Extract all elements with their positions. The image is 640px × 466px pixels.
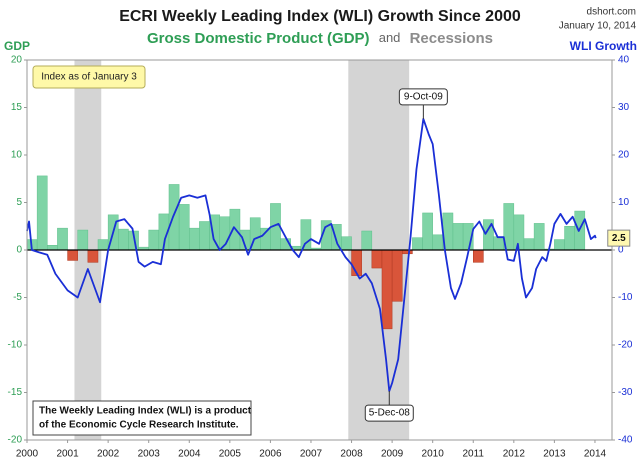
gdp-bar bbox=[452, 223, 464, 251]
gdp-bar bbox=[554, 239, 565, 251]
gdp-bar bbox=[148, 229, 160, 251]
x-tick-label: 2006 bbox=[259, 449, 282, 460]
y2-tick-label: 30 bbox=[618, 102, 630, 113]
gdp-bar bbox=[513, 214, 525, 251]
gdp-bar bbox=[300, 219, 312, 251]
gdp-bar bbox=[199, 221, 210, 251]
x-tick-label: 2010 bbox=[422, 449, 445, 460]
source-note-box bbox=[32, 400, 252, 436]
y2-tick-label: -10 bbox=[618, 292, 633, 303]
gdp-bar bbox=[533, 223, 545, 251]
gdp-bar bbox=[391, 249, 403, 302]
y2-tick-label: 40 bbox=[618, 55, 630, 66]
chart-title: ECRI Weekly Leading Index (WLI) Growth S… bbox=[119, 8, 521, 25]
gdp-bar bbox=[341, 236, 352, 251]
x-tick-label: 2001 bbox=[56, 449, 79, 460]
index-note: Index as of January 3 bbox=[41, 72, 137, 83]
gdp-bar bbox=[564, 226, 575, 251]
y-tick-label: 20 bbox=[11, 55, 23, 66]
gdp-bar bbox=[523, 238, 535, 251]
gdp-bar bbox=[178, 204, 190, 251]
gdp-bar bbox=[371, 249, 383, 269]
x-tick-label: 2011 bbox=[462, 449, 484, 460]
gdp-bar bbox=[47, 245, 58, 251]
y2-tick-label: 10 bbox=[618, 197, 630, 208]
x-tick-label: 2007 bbox=[300, 449, 323, 460]
callout-label: 5-Dec-08 bbox=[369, 408, 411, 419]
y2-tick-label: 20 bbox=[618, 150, 630, 161]
callout-box bbox=[364, 404, 414, 422]
chart-subtitle: Gross Domestic Product (GDP) and Recessi… bbox=[147, 30, 493, 47]
y-tick-label: 5 bbox=[16, 197, 22, 208]
gdp-bar bbox=[36, 175, 48, 251]
gdp-bar bbox=[118, 228, 129, 251]
gdp-bar bbox=[381, 249, 393, 330]
gdp-bar bbox=[168, 184, 180, 251]
last-value-box bbox=[607, 229, 631, 247]
index-note-box bbox=[32, 65, 146, 89]
gdp-bar bbox=[432, 234, 444, 251]
gdp-bar bbox=[67, 249, 78, 261]
y-tick-label: -10 bbox=[8, 340, 23, 351]
x-tick-label: 2000 bbox=[16, 449, 39, 460]
y2-tick-label: -30 bbox=[618, 387, 633, 398]
gdp-bar bbox=[189, 227, 200, 251]
x-tick-label: 2013 bbox=[543, 449, 566, 460]
y-tick-label: -20 bbox=[8, 435, 23, 446]
y-tick-label: -15 bbox=[8, 387, 23, 398]
y-tick-label: -5 bbox=[13, 292, 22, 303]
x-tick-label: 2009 bbox=[381, 449, 404, 460]
y-axis-label: GDP bbox=[4, 39, 30, 53]
gdp-bar bbox=[97, 239, 109, 251]
legend-recessions: Recessions bbox=[410, 30, 493, 47]
x-tick-label: 2008 bbox=[340, 449, 363, 460]
callout-label: 9-Oct-09 bbox=[404, 92, 443, 103]
last-value-label: 2.5 bbox=[612, 233, 626, 244]
y2-tick-label: -40 bbox=[618, 435, 633, 446]
x-tick-label: 2005 bbox=[219, 449, 242, 460]
source-note-line: of the Economic Cycle Research Institute… bbox=[39, 420, 239, 431]
y-tick-label: 15 bbox=[11, 102, 23, 113]
x-tick-label: 2012 bbox=[503, 449, 526, 460]
gdp-bar bbox=[57, 227, 68, 251]
callout-box bbox=[398, 88, 448, 106]
y2-tick-label: -20 bbox=[618, 340, 633, 351]
x-tick-label: 2002 bbox=[97, 449, 120, 460]
y-tick-label: 10 bbox=[11, 150, 23, 161]
gdp-bar bbox=[412, 237, 423, 251]
gdp-bar bbox=[473, 249, 484, 263]
y-tick-label: 0 bbox=[16, 245, 22, 256]
y2-tick-label: 0 bbox=[618, 245, 624, 256]
gdp-bar bbox=[493, 236, 504, 251]
date: January 10, 2014 bbox=[559, 21, 637, 32]
wli-line bbox=[26, 118, 597, 392]
source: dshort.com bbox=[587, 7, 636, 18]
gdp-bar bbox=[77, 229, 89, 251]
gdp-bar bbox=[361, 230, 373, 251]
y2-axis-label: WLI Growth bbox=[570, 39, 637, 53]
gdp-bar bbox=[87, 249, 99, 263]
legend-gdp: Gross Domestic Product (GDP) bbox=[147, 30, 370, 47]
x-tick-label: 2003 bbox=[138, 449, 161, 460]
x-tick-label: 2004 bbox=[178, 449, 201, 460]
gdp-bar bbox=[422, 212, 433, 251]
subtitle-joiner: and bbox=[379, 30, 401, 45]
x-tick-label: 2014 bbox=[584, 449, 607, 460]
source-note-line: The Weekly Leading Index (WLI) is a prod… bbox=[39, 406, 252, 417]
